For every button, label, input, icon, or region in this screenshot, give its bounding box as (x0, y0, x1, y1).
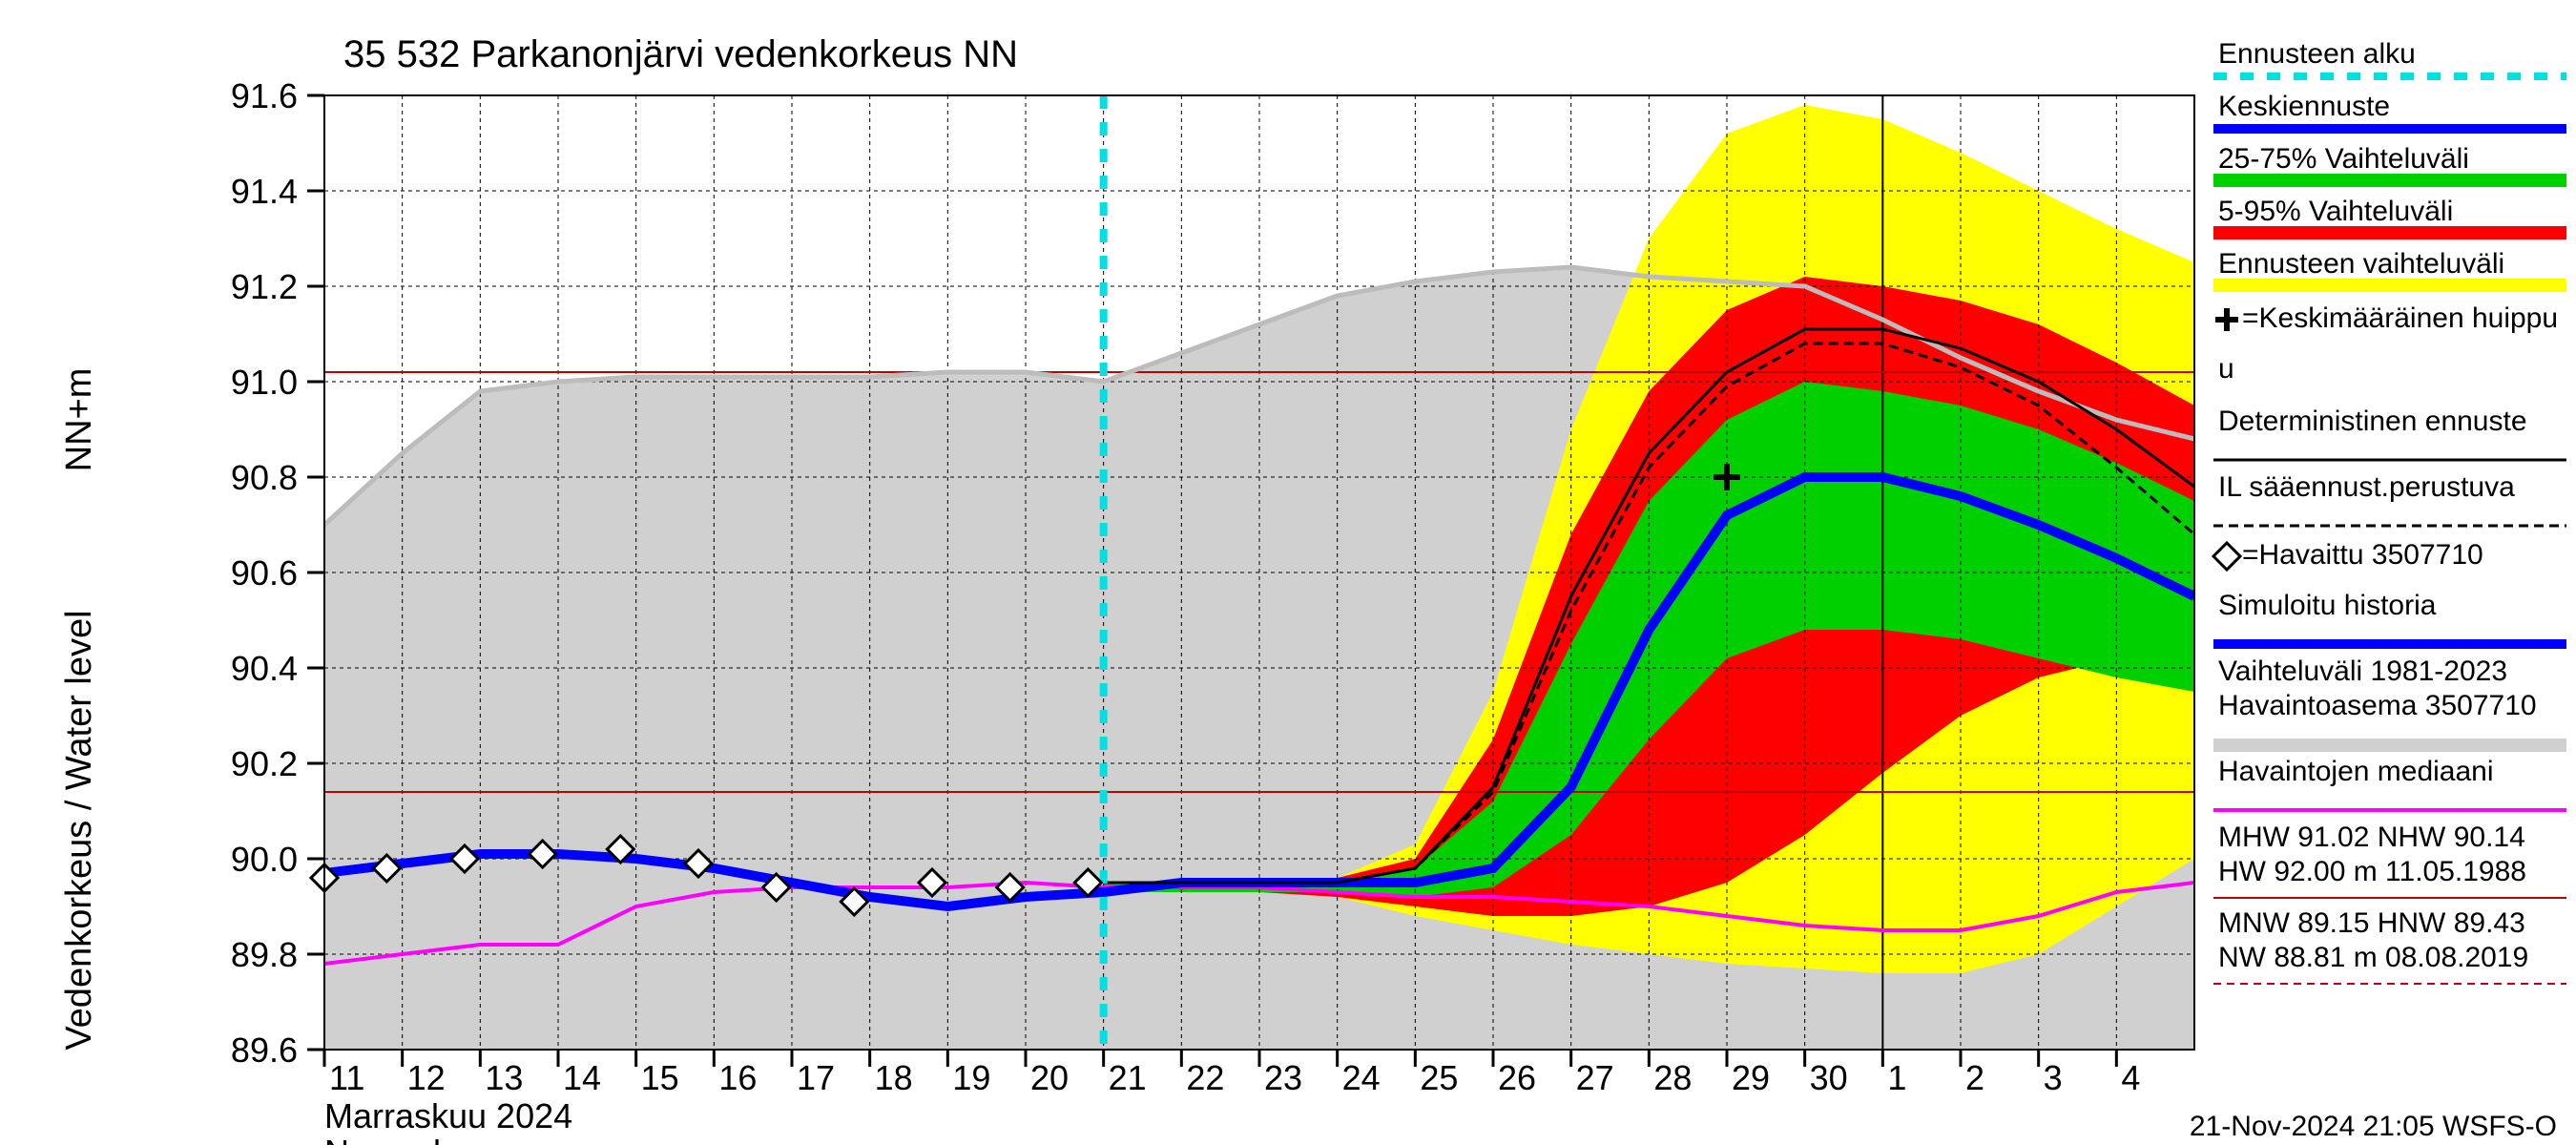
legend-forecast-range-swatch (2213, 279, 2566, 292)
y-tick-label: 91.2 (231, 267, 298, 306)
legend-forecast-start-label: Ennusteen alku (2218, 38, 2416, 70)
footer-timestamp: 21-Nov-2024 21:05 WSFS-O (2190, 1111, 2557, 1142)
x-tick-label: 25 (1420, 1058, 1458, 1097)
legend-histstation-label: Havaintoasema 3507710 (2218, 690, 2537, 721)
legend-hw-label: HW 92.00 m 11.05.1988 (2218, 856, 2526, 887)
x-tick-label: 28 (1653, 1058, 1692, 1097)
legend-observed-marker (2213, 543, 2240, 570)
legend-5-95-swatch (2213, 226, 2566, 239)
x-tick-label: 21 (1109, 1058, 1147, 1097)
y-tick-label: 91.6 (231, 76, 298, 115)
legend-mean-peak-label: =Keskimääräinen huippu (2242, 302, 2558, 334)
chart-title: 35 532 Parkanonjärvi vedenkorkeus NN (343, 33, 1018, 75)
x-tick-label: 12 (407, 1058, 446, 1097)
x-tick-label: 23 (1264, 1058, 1302, 1097)
y-axis-label-top: NN+m (59, 368, 99, 472)
legend-histrange-label: Vaihteluväli 1981-2023 (2218, 656, 2507, 687)
x-tick-label: 1 (1887, 1058, 1906, 1097)
legend-il-label: IL sääennust.perustuva (2218, 471, 2515, 503)
legend-5-95-label: 5-95% Vaihteluväli (2218, 196, 2453, 227)
y-tick-label: 91.0 (231, 363, 298, 402)
legend-forecast-range-label: Ennusteen vaihteluväli (2218, 248, 2504, 280)
x-tick-label: 18 (875, 1058, 913, 1097)
legend-25-75-label: 25-75% Vaihteluväli (2218, 143, 2469, 175)
water-level-chart: 89.6 89.8 90.0 90.2 90.4 90.6 90.8 91.0 91.2 91.4… (0, 0, 2576, 1145)
legend-mnw-label: MNW 89.15 HNW 89.43 (2218, 907, 2525, 939)
x-tick-label: 4 (2121, 1058, 2140, 1097)
x-tick-label: 17 (797, 1058, 835, 1097)
y-tick-label: 89.8 (231, 935, 298, 974)
y-tick-label: 91.4 (231, 172, 298, 211)
y-axis-label-main: Vedenkorkeus / Water level (59, 610, 99, 1050)
x-tick-label: 29 (1732, 1058, 1770, 1097)
x-tick-label: 2 (1965, 1058, 1984, 1097)
legend-obsmedian-label: Havaintojen mediaani (2218, 756, 2494, 787)
legend-simhist-label: Simuloitu historia (2218, 590, 2437, 621)
y-tick-label: 90.2 (231, 744, 298, 783)
legend-deterministic-label: Deterministinen ennuste (2218, 406, 2527, 437)
y-tick-label: 89.6 (231, 1030, 298, 1070)
x-tick-label: 11 (329, 1058, 364, 1097)
legend-histrange-swatch (2213, 739, 2566, 752)
x-tick-label: 14 (563, 1058, 601, 1097)
x-tick-label: 16 (718, 1058, 757, 1097)
y-tick-label: 90.4 (231, 649, 298, 688)
legend-observed-label: =Havaittu 3507710 (2242, 539, 2483, 571)
x-tick-label: 3 (2044, 1058, 2063, 1097)
y-tick-label: 90.0 (231, 840, 298, 879)
legend-median-forecast-label: Keskiennuste (2218, 91, 2390, 122)
y-tick-label: 90.8 (231, 458, 298, 497)
x-tick-label: 19 (952, 1058, 990, 1097)
legend-mean-peak-u: u (2218, 353, 2234, 385)
legend-nw-label: NW 88.81 m 08.08.2019 (2218, 942, 2528, 973)
x-axis-month-fi: Marraskuu 2024 (324, 1096, 572, 1135)
legend-mhw-label: MHW 91.02 NHW 90.14 (2218, 822, 2525, 853)
x-axis-month-en: November (324, 1133, 483, 1145)
x-tick-label: 24 (1342, 1058, 1381, 1097)
x-tick-label: 13 (485, 1058, 523, 1097)
x-tick-label: 15 (641, 1058, 679, 1097)
y-tick-label: 90.6 (231, 553, 298, 593)
x-tick-label: 26 (1498, 1058, 1536, 1097)
x-tick-label: 30 (1810, 1058, 1848, 1097)
legend-25-75-swatch (2213, 174, 2566, 187)
x-tick-label: 22 (1186, 1058, 1224, 1097)
x-tick-label: 20 (1030, 1058, 1069, 1097)
x-tick-label: 27 (1576, 1058, 1614, 1097)
